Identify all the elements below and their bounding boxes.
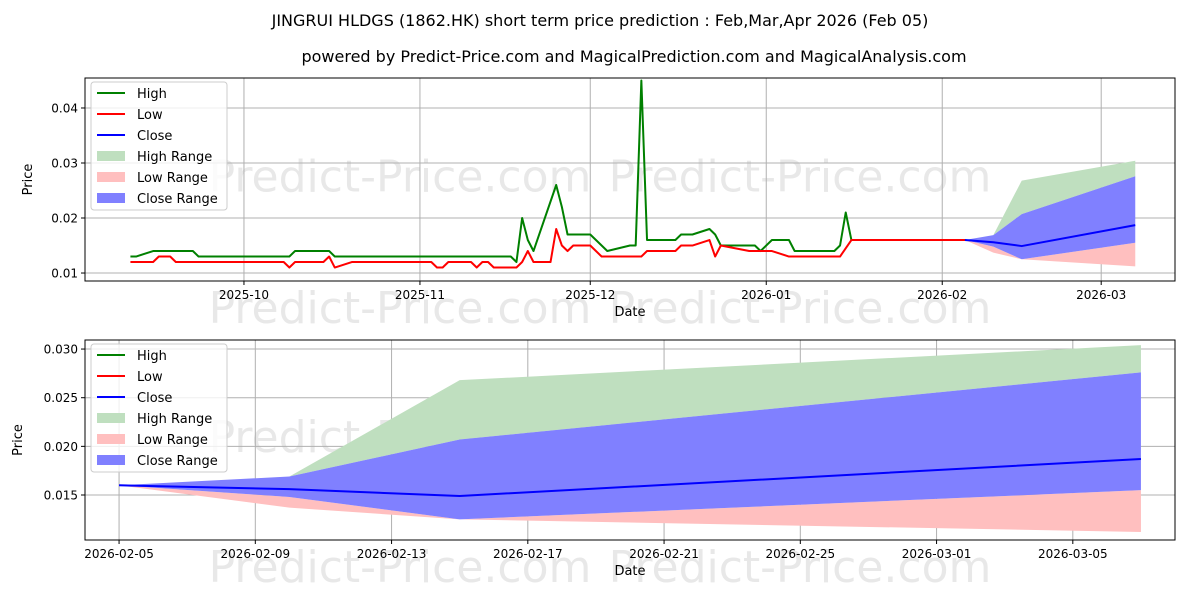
y-tick-label: 0.015 — [44, 489, 78, 503]
y-axis-label: Price — [11, 424, 26, 456]
chart-panel-2: Predict-Price.comPredict-Price.comPredic… — [11, 339, 1176, 593]
legend-swatch-patch — [97, 455, 125, 465]
chart-panel-1: Predict-Price.com Predict-Price.com Predic… — [21, 77, 1176, 334]
y-tick-label: 0.030 — [44, 343, 78, 357]
high-range-area — [119, 345, 1141, 486]
legend-label: Close — [137, 129, 172, 144]
legend-swatch-patch — [97, 151, 125, 161]
x-tick-label: 2026-02-09 — [220, 547, 290, 561]
legend: High Low Close High Range Low Range Close Ran… — [90, 81, 228, 211]
legend-label: Low Range — [137, 171, 208, 186]
x-tick-label: 2026-02 — [917, 288, 967, 302]
legend-label: Close — [137, 391, 172, 406]
watermark-text: Predict-Price.com — [209, 542, 592, 593]
x-tick-label: 2026-03-01 — [902, 547, 972, 561]
y-tick-label: 0.020 — [44, 440, 78, 454]
plot-frame — [84, 77, 1176, 282]
chart-subtitle: powered by Predict-Price.com and Magical… — [301, 47, 966, 66]
x-tick-label: 2026-02-13 — [357, 547, 427, 561]
watermark-text: Predict-Price.com — [209, 152, 592, 203]
x-tick-label: 2026-03 — [1076, 288, 1126, 302]
legend-label: Low — [137, 370, 163, 385]
legend-label: High Range — [137, 412, 212, 427]
x-tick-label: 2026-02-25 — [765, 547, 835, 561]
x-tick-label: 2026-02-21 — [629, 547, 699, 561]
plot-frame — [84, 339, 1176, 541]
x-axis-label: Date — [614, 305, 645, 320]
close-range-area — [964, 176, 1136, 260]
high-line — [130, 79, 965, 264]
legend-swatch-patch — [97, 434, 125, 444]
x-axis-label: Date — [614, 564, 645, 579]
legend-label: Close Range — [137, 454, 218, 469]
legend-label: Close Range — [137, 192, 218, 207]
legend-label: High — [137, 87, 167, 102]
low-range-area — [964, 240, 1136, 267]
legend-swatch-patch — [97, 413, 125, 423]
close-range-area — [119, 372, 1141, 520]
legend: High Low Close High Range Low Range Close Ran… — [90, 343, 228, 473]
x-tick-label: 2025-10 — [219, 288, 269, 302]
x-tick-label: 2025-11 — [395, 288, 445, 302]
x-tick-label: 2026-01 — [741, 288, 791, 302]
legend-label: Low Range — [137, 433, 208, 448]
low-range-area — [119, 485, 1141, 532]
watermark-text: Predict-Price.com — [609, 152, 992, 203]
watermark-text: Predict-Price.com — [609, 542, 992, 593]
legend-swatch-patch — [97, 172, 125, 182]
high-range-area — [964, 160, 1136, 241]
y-tick-label: 0.01 — [51, 267, 78, 281]
legend-label: High — [137, 349, 167, 364]
y-tick-label: 0.02 — [51, 212, 78, 226]
y-tick-label: 0.025 — [44, 391, 78, 405]
legend-swatch-patch — [97, 193, 125, 203]
watermark-text: Predict-Price.com — [209, 283, 592, 334]
x-tick-label: 2026-02-17 — [493, 547, 563, 561]
x-tick-label: 2025-12 — [565, 288, 615, 302]
chart-title: JINGRUI HLDGS (1862.HK) short term price… — [271, 11, 929, 30]
legend-label: Low — [137, 108, 163, 123]
x-tick-label: 2026-02-05 — [84, 547, 154, 561]
legend-label: High Range — [137, 150, 212, 165]
low-line — [130, 228, 965, 269]
y-tick-label: 0.04 — [51, 101, 78, 115]
y-tick-label: 0.03 — [51, 156, 78, 170]
x-tick-label: 2026-03-05 — [1038, 547, 1108, 561]
watermark-text: Predict-Price.com — [609, 283, 992, 334]
close-forecast-line — [119, 458, 1141, 497]
close-forecast-line — [964, 224, 1136, 248]
y-axis-label: Price — [21, 164, 36, 196]
